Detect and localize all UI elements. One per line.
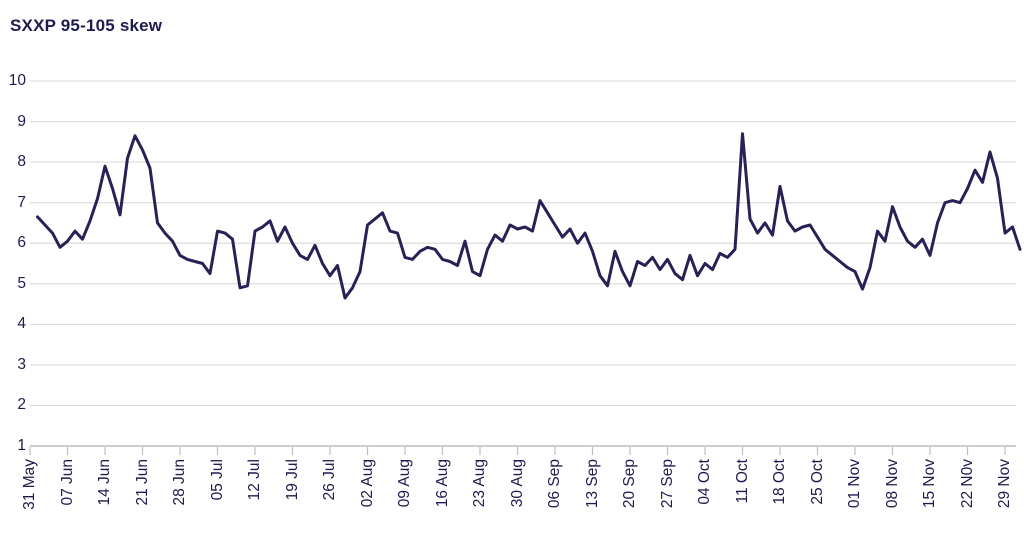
chart-title: SXXP 95-105 skew bbox=[10, 16, 163, 35]
y-tick-label: 10 bbox=[8, 72, 26, 89]
y-tick-label: 2 bbox=[17, 396, 26, 414]
y-tick-label: 8 bbox=[17, 153, 26, 171]
y-tick-label: 4 bbox=[17, 315, 26, 333]
y-tick-label: 6 bbox=[17, 234, 26, 252]
y-tick-label: 5 bbox=[17, 274, 26, 292]
y-tick-label: 3 bbox=[17, 355, 26, 373]
y-tick-label: 1 bbox=[17, 437, 26, 454]
y-tick-label: 7 bbox=[17, 193, 26, 211]
y-tick-label: 9 bbox=[17, 112, 26, 130]
skew-series-line bbox=[36, 132, 1022, 300]
